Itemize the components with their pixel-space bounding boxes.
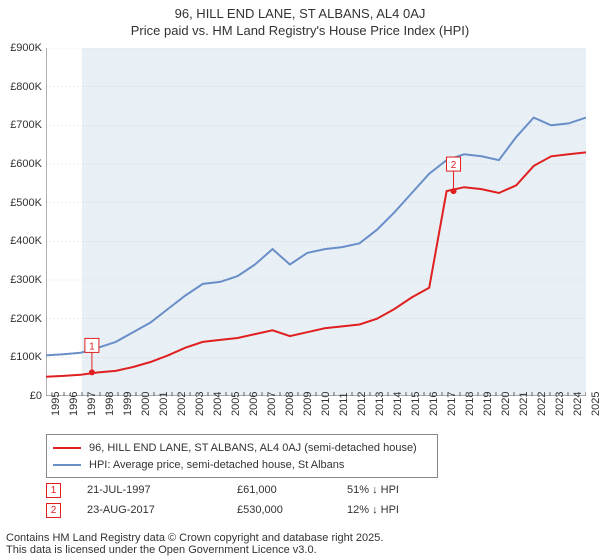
x-tick-label: 2015 bbox=[410, 392, 422, 416]
title-line1: 96, HILL END LANE, ST ALBANS, AL4 0AJ bbox=[0, 6, 600, 21]
footnote: Contains HM Land Registry data © Crown c… bbox=[6, 532, 383, 556]
x-tick-label: 2014 bbox=[392, 392, 404, 416]
x-tick-label: 2017 bbox=[446, 392, 458, 416]
chart-title: 96, HILL END LANE, ST ALBANS, AL4 0AJ Pr… bbox=[0, 0, 600, 38]
sale-row-2: 2 23-AUG-2017 £530,000 12% ↓ HPI bbox=[46, 500, 467, 520]
sale-row-1: 1 21-JUL-1997 £61,000 51% ↓ HPI bbox=[46, 480, 467, 500]
x-tick-label: 2025 bbox=[590, 392, 600, 416]
x-tick-label: 2004 bbox=[212, 392, 224, 416]
y-tick-label: £0 bbox=[30, 390, 42, 402]
x-tick-label: 2008 bbox=[284, 392, 296, 416]
y-tick-label: £400K bbox=[10, 235, 42, 247]
x-tick-label: 1999 bbox=[122, 392, 134, 416]
x-tick-label: 2013 bbox=[374, 392, 386, 416]
y-tick-label: £300K bbox=[10, 274, 42, 286]
sale-marker-1: 1 bbox=[46, 483, 61, 498]
x-tick-label: 2011 bbox=[338, 392, 350, 416]
x-tick-label: 1997 bbox=[86, 392, 98, 416]
y-tick-label: £900K bbox=[10, 42, 42, 54]
plot-area: 12 bbox=[46, 48, 586, 396]
sale-price-2: £530,000 bbox=[237, 504, 347, 516]
legend-label-price: 96, HILL END LANE, ST ALBANS, AL4 0AJ (s… bbox=[89, 442, 417, 454]
sale-date-1: 21-JUL-1997 bbox=[87, 484, 237, 496]
x-tick-label: 2020 bbox=[500, 392, 512, 416]
y-axis: £0£100K£200K£300K£400K£500K£600K£700K£80… bbox=[0, 48, 44, 396]
x-tick-label: 1995 bbox=[50, 392, 62, 416]
legend-row-price: 96, HILL END LANE, ST ALBANS, AL4 0AJ (s… bbox=[53, 439, 431, 456]
x-tick-label: 2002 bbox=[176, 392, 188, 416]
svg-text:1: 1 bbox=[89, 341, 95, 352]
sale-marker-2: 2 bbox=[46, 503, 61, 518]
y-tick-label: £100K bbox=[10, 351, 42, 363]
legend: 96, HILL END LANE, ST ALBANS, AL4 0AJ (s… bbox=[46, 434, 438, 478]
x-tick-label: 2003 bbox=[194, 392, 206, 416]
x-tick-label: 2000 bbox=[140, 392, 152, 416]
x-axis: 1995199619971998199920002001200220032004… bbox=[46, 398, 586, 432]
x-tick-label: 2019 bbox=[482, 392, 494, 416]
sale-hpi-1: 51% ↓ HPI bbox=[347, 484, 467, 496]
chart-svg: 12 bbox=[46, 48, 586, 396]
sale-price-1: £61,000 bbox=[237, 484, 347, 496]
x-tick-label: 2016 bbox=[428, 392, 440, 416]
y-tick-label: £700K bbox=[10, 119, 42, 131]
y-tick-label: £600K bbox=[10, 158, 42, 170]
footnote-line1: Contains HM Land Registry data © Crown c… bbox=[6, 532, 383, 544]
y-tick-label: £800K bbox=[10, 81, 42, 93]
y-tick-label: £500K bbox=[10, 197, 42, 209]
x-tick-label: 2018 bbox=[464, 392, 476, 416]
x-tick-label: 2024 bbox=[572, 392, 584, 416]
sale-hpi-2: 12% ↓ HPI bbox=[347, 504, 467, 516]
y-tick-label: £200K bbox=[10, 313, 42, 325]
x-tick-label: 2007 bbox=[266, 392, 278, 416]
x-tick-label: 2022 bbox=[536, 392, 548, 416]
legend-row-hpi: HPI: Average price, semi-detached house,… bbox=[53, 456, 431, 473]
legend-label-hpi: HPI: Average price, semi-detached house,… bbox=[89, 459, 344, 471]
svg-text:2: 2 bbox=[451, 160, 457, 171]
legend-swatch-price bbox=[53, 447, 81, 449]
x-tick-label: 2021 bbox=[518, 392, 530, 416]
legend-swatch-hpi bbox=[53, 464, 81, 466]
sales-table: 1 21-JUL-1997 £61,000 51% ↓ HPI 2 23-AUG… bbox=[46, 480, 467, 520]
x-tick-label: 2005 bbox=[230, 392, 242, 416]
x-tick-label: 1998 bbox=[104, 392, 116, 416]
x-tick-label: 1996 bbox=[68, 392, 80, 416]
x-tick-label: 2001 bbox=[158, 392, 170, 416]
x-tick-label: 2023 bbox=[554, 392, 566, 416]
x-tick-label: 2009 bbox=[302, 392, 314, 416]
x-tick-label: 2012 bbox=[356, 392, 368, 416]
x-tick-label: 2010 bbox=[320, 392, 332, 416]
title-line2: Price paid vs. HM Land Registry's House … bbox=[0, 23, 600, 38]
sale-date-2: 23-AUG-2017 bbox=[87, 504, 237, 516]
x-tick-label: 2006 bbox=[248, 392, 260, 416]
footnote-line2: This data is licensed under the Open Gov… bbox=[6, 544, 383, 556]
